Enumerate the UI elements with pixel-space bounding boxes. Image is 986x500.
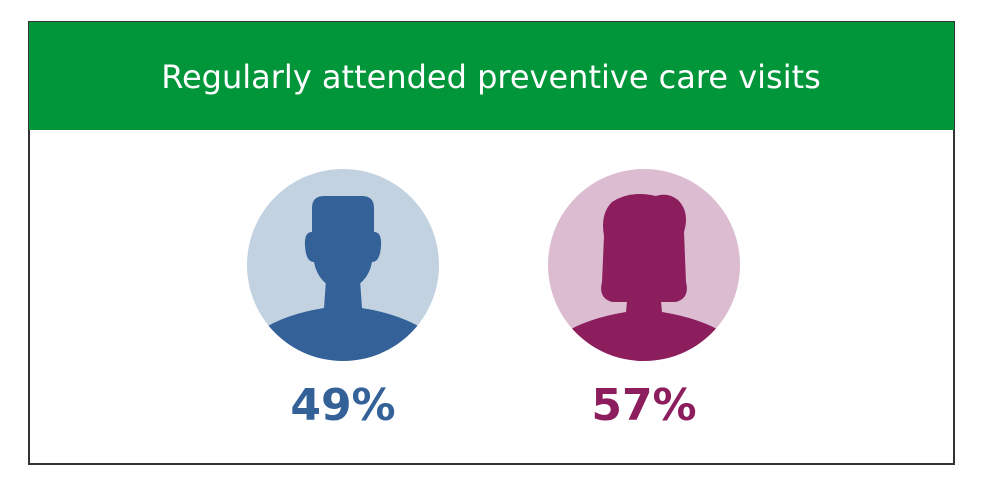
female-percent: 57%: [591, 380, 696, 431]
male-percent: 49%: [290, 380, 395, 431]
title: Regularly attended preventive care visit…: [161, 58, 821, 96]
header-bar: [29, 22, 954, 130]
